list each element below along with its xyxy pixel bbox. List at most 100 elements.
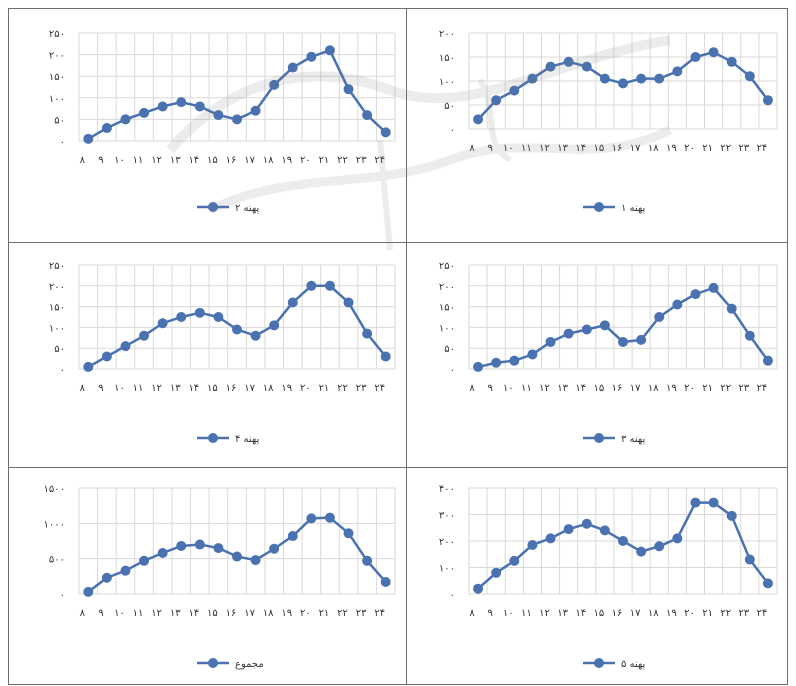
data-point xyxy=(176,97,187,108)
data-point xyxy=(232,114,242,125)
data-point xyxy=(287,297,298,308)
x-tick-label: ١٣ xyxy=(170,383,181,394)
x-tick-label: ١۶ xyxy=(612,608,623,619)
x-tick-label: ٢٢ xyxy=(337,155,348,166)
x-tick-label: ١۴ xyxy=(575,143,586,154)
chart-panel-zone-2: ٠ ۵٠ ١٠٠ ١۵٠ ٢٠٠ ٢۵٠ ٨ ٩ ١٠ ١١ ١٢ ١٣ ١۴ ١۵ ١۶ ١٧ ١٨ ١٩ ٢٠ ٢… xyxy=(8,8,407,243)
data-point xyxy=(176,540,187,551)
data-point xyxy=(157,318,168,329)
x-tick-label: ٢۴ xyxy=(757,143,768,154)
x-tick-label: ٢١ xyxy=(319,155,330,166)
x-tick-label: ١١ xyxy=(521,383,532,394)
x-tick-label: ١٠ xyxy=(114,155,125,166)
data-point xyxy=(545,533,556,544)
line-chart-c3: ٠ ۵٠ ١٠٠ ١۵٠ ٢٠٠ ٢۵٠ ٨ ٩ ١٠ ١١ ١٢ ١٣ ١۴ ١۵ ١۶ ١٧ ١٨ ١٩ ٢٠ ٢… xyxy=(439,261,778,445)
y-tick-label: ٠ xyxy=(450,365,455,376)
x-tick-label: ١١ xyxy=(521,143,532,154)
x-tick-label: ١٠ xyxy=(503,383,514,394)
data-point xyxy=(473,583,484,594)
x-tick-label: ١١ xyxy=(133,155,144,166)
data-point xyxy=(120,341,131,352)
data-point xyxy=(306,280,317,291)
x-tick-label: ١٣ xyxy=(557,608,568,619)
data-point xyxy=(380,576,391,587)
data-point xyxy=(762,578,773,589)
data-point xyxy=(762,95,773,106)
data-point xyxy=(527,349,538,360)
y-tick-label: ٢٠٠ xyxy=(439,537,455,548)
x-tick-label: ٩ xyxy=(98,608,103,619)
x-tick-label: ٩ xyxy=(487,143,492,154)
data-point xyxy=(83,361,94,372)
data-point xyxy=(362,110,373,121)
y-tick-label: ١۵٠ xyxy=(49,72,65,83)
x-tick-label: ٨ xyxy=(469,608,475,619)
data-point xyxy=(343,528,354,539)
data-point xyxy=(213,543,224,554)
chart-panel-zone-3: ٠ ۵٠ ١٠٠ ١۵٠ ٢٠٠ ٢۵٠ ٨ ٩ ١٠ ١١ ١٢ ١٣ ١۴ ١۵ ١۶ ١٧ ١٨ ١٩ ٢٠ ٢… xyxy=(406,242,788,468)
x-tick-label: ١٧ xyxy=(244,608,255,619)
data-point xyxy=(690,52,701,62)
data-point xyxy=(690,497,701,508)
x-tick-label: ١۴ xyxy=(575,383,586,394)
data-point xyxy=(139,555,150,566)
data-point xyxy=(306,51,317,62)
data-point xyxy=(509,355,520,366)
x-tick-label: ٢٠ xyxy=(684,143,695,154)
legend-swatch-marker xyxy=(208,202,218,212)
x-tick-label: ٢٢ xyxy=(337,608,348,619)
x-tick-label: ٢٣ xyxy=(356,608,367,619)
y-tick-label: ١٠٠ xyxy=(439,77,455,88)
x-tick-label: ١۵ xyxy=(594,143,605,154)
data-point xyxy=(343,84,354,95)
x-tick-label: ١٩ xyxy=(281,155,292,166)
x-tick-label: ٩ xyxy=(98,383,103,394)
data-point xyxy=(708,282,719,293)
x-tick-label: ١٩ xyxy=(666,608,677,619)
x-tick-label: ٨ xyxy=(469,383,475,394)
data-point xyxy=(762,355,773,366)
data-point xyxy=(157,101,168,112)
x-tick-label: ١٨ xyxy=(648,143,659,154)
x-tick-label: ١٧ xyxy=(244,383,255,394)
data-point xyxy=(509,85,520,96)
y-tick-label: ٢٠٠ xyxy=(49,282,65,293)
line-chart-c2: ٠ ۵٠ ١٠٠ ١۵٠ ٢٠٠ ٢۵٠ ٨ ٩ ١٠ ١١ ١٢ ١٣ ١۴ ١۵ ١۶ ١٧ ١٨ ١٩ ٢٠ ٢… xyxy=(49,29,396,214)
data-point xyxy=(287,62,298,73)
x-tick-label: ٢٠ xyxy=(300,608,311,619)
data-point xyxy=(581,518,592,529)
y-tick-label: ۵٠ xyxy=(54,115,65,126)
data-point xyxy=(636,73,647,84)
data-point xyxy=(491,95,502,106)
data-point xyxy=(726,510,737,521)
y-tick-label: ٠ xyxy=(60,137,65,148)
data-point xyxy=(250,330,261,341)
data-point xyxy=(101,572,112,583)
data-point xyxy=(726,56,737,67)
line-chart-c4: ٠ ۵٠ ١٠٠ ١۵٠ ٢٠٠ ٢۵٠ ٨ ٩ ١٠ ١١ ١٢ ١٣ ١۴ ١۵ ١۶ ١٧ ١٨ ١٩ ٢٠ ٢… xyxy=(49,261,396,445)
data-point xyxy=(287,531,298,542)
y-tick-label: ٢٠٠ xyxy=(439,29,455,40)
data-point xyxy=(581,324,592,335)
data-point xyxy=(473,114,484,125)
x-tick-label: ٢۴ xyxy=(374,155,385,166)
data-point xyxy=(343,297,354,308)
data-point xyxy=(232,324,242,335)
x-tick-label: ٢۴ xyxy=(374,608,385,619)
x-tick-label: ١٢ xyxy=(151,608,162,619)
data-point xyxy=(527,73,538,84)
x-tick-label: ١٩ xyxy=(666,383,677,394)
data-point xyxy=(708,497,719,508)
x-tick-label: ١٣ xyxy=(170,155,181,166)
data-point xyxy=(362,328,373,339)
y-tick-label: ٢٠٠ xyxy=(439,282,455,293)
y-tick-label: ٠ xyxy=(450,125,455,136)
data-point xyxy=(213,312,224,322)
x-tick-label: ٨ xyxy=(80,608,86,619)
data-point xyxy=(324,512,335,523)
y-tick-label: ٢۵٠ xyxy=(439,261,455,272)
x-tick-label: ١٣ xyxy=(170,608,181,619)
data-point xyxy=(269,79,280,90)
data-point xyxy=(269,320,280,331)
legend-swatch-marker xyxy=(208,433,218,443)
